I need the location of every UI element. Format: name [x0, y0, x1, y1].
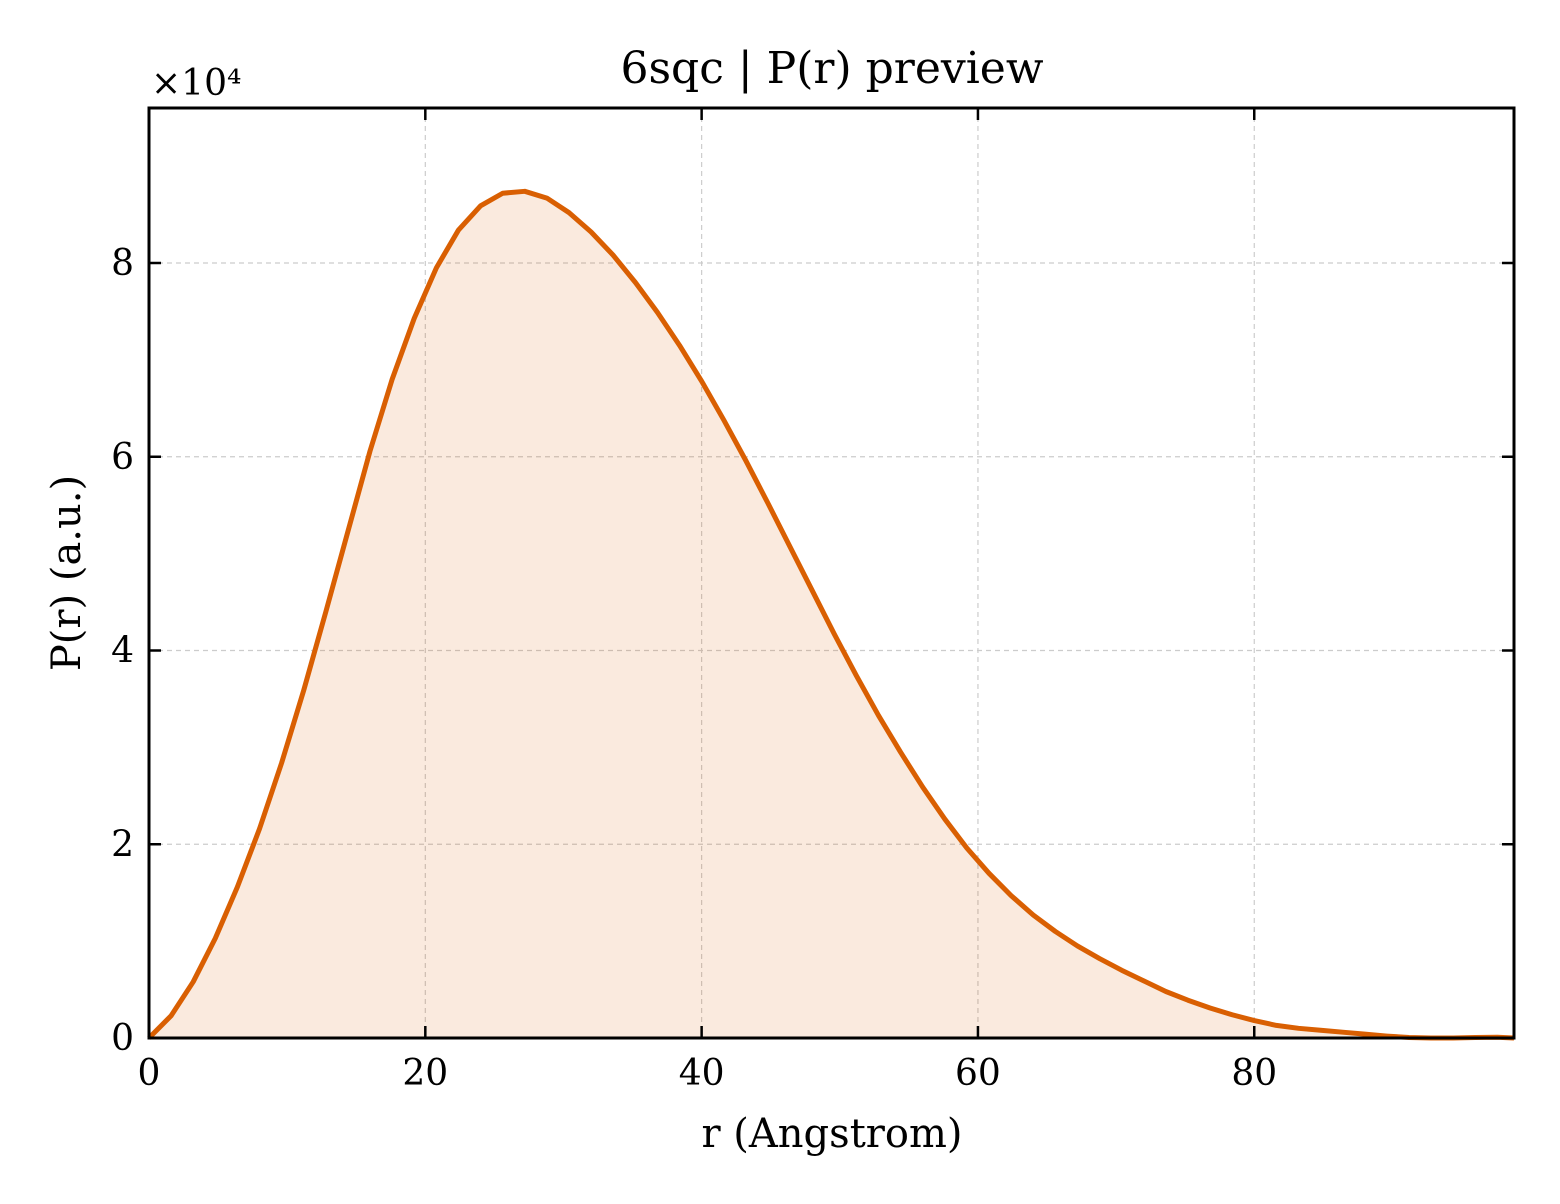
x-tick-label: 20 — [402, 1053, 448, 1094]
y-axis-multiplier: ×10⁴ — [151, 63, 241, 104]
axis-ticks: 0 20 40 60 80 0 2 4 6 8 — [111, 108, 1514, 1094]
y-tick-label: 4 — [111, 631, 134, 672]
y-tick-label: 0 — [111, 1018, 134, 1059]
x-tick-label: 0 — [138, 1053, 161, 1094]
grid-lines — [149, 108, 1514, 1038]
x-tick-label: 40 — [679, 1053, 725, 1094]
chart-title: 6sqc | P(r) preview — [620, 43, 1043, 94]
series-area-fill — [149, 191, 1514, 1038]
y-tick-label: 6 — [111, 437, 134, 478]
plot-frame — [147, 106, 1516, 1040]
y-tick-label: 8 — [111, 243, 134, 284]
y-tick-label: 2 — [111, 824, 134, 865]
series-line — [147, 188, 1515, 1041]
y-axis-label: P(r) (a.u.) — [44, 475, 90, 671]
x-tick-label: 60 — [955, 1053, 1001, 1094]
x-axis-label: r (Angstrom) — [701, 1111, 962, 1157]
x-tick-label: 80 — [1231, 1053, 1277, 1094]
